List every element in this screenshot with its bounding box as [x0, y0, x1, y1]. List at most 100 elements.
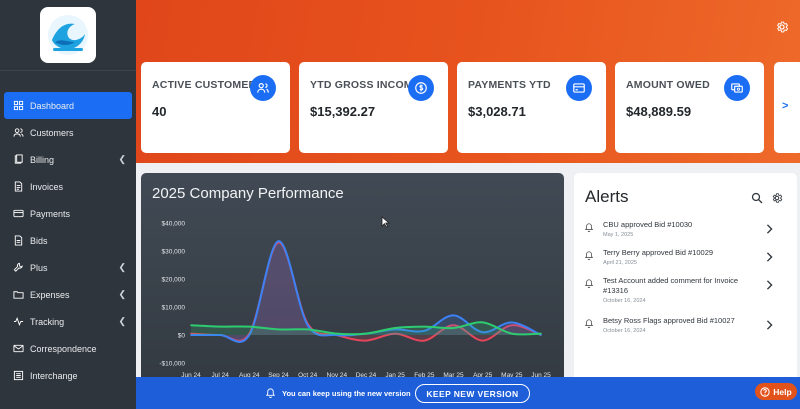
stat-card-payments-ytd[interactable]: PAYMENTS YTD $3,028.71	[457, 62, 606, 153]
x-tick-label: Jul 24	[211, 372, 229, 379]
stat-card-amount-owed[interactable]: AMOUNT OWED $48,889.59	[615, 62, 764, 153]
pulse-icon	[12, 316, 24, 328]
search-icon[interactable]	[751, 192, 763, 204]
stats-next-button[interactable]: >	[774, 62, 800, 153]
data-point	[511, 321, 513, 324]
data-point	[423, 325, 426, 328]
x-tick-label: Jun 25	[531, 372, 551, 379]
sidebar-item-label: Invoices	[30, 181, 64, 192]
alert-item[interactable]: Terry Berry approved Bid #10029 April 21,…	[584, 248, 787, 266]
sidebar-item-dashboard[interactable]: Dashboard	[4, 92, 132, 119]
alert-text: Betsy Ross Flags approved Bid #10027	[603, 316, 735, 325]
sidebar-item-label: Interchange	[30, 370, 78, 381]
credit-card-icon	[566, 75, 592, 101]
y-tick-label: $20,000	[162, 277, 186, 284]
sidebar-item-expenses[interactable]: Expenses ❮	[0, 281, 136, 308]
stat-value: $3,028.71	[468, 104, 526, 119]
bell-icon	[584, 279, 594, 289]
x-tick-label: Apr 25	[473, 372, 493, 379]
sidebar-item-label: Plus	[30, 262, 48, 273]
data-point	[306, 324, 309, 326]
data-point	[423, 339, 426, 342]
y-tick-label: $10,000	[162, 305, 186, 312]
data-point	[336, 332, 338, 335]
data-point	[190, 334, 192, 336]
logo-area	[0, 0, 136, 71]
bills-icon	[724, 75, 750, 101]
sidebar-item-invoices[interactable]: Invoices	[0, 173, 136, 200]
data-point	[423, 330, 426, 332]
keep-new-version-button[interactable]: KEEP NEW VERSION	[415, 384, 530, 403]
stat-label: AMOUNT OWED	[626, 79, 710, 91]
help-button[interactable]: Help	[755, 383, 797, 400]
gear-icon[interactable]	[771, 192, 783, 204]
data-point	[190, 324, 192, 326]
sidebar-item-correspondence[interactable]: Correspondence	[0, 335, 136, 362]
sidebar-item-label: Payments	[30, 208, 71, 219]
data-point	[219, 325, 221, 328]
x-tick-label: Oct 24	[298, 372, 318, 379]
billing-icon	[12, 154, 24, 166]
stat-label: YTD GROSS INCOME	[310, 79, 420, 91]
x-tick-label: Dec 24	[356, 372, 377, 379]
alert-item[interactable]: Test Account added comment for Invoice #…	[584, 276, 787, 304]
stat-card-ytd-gross-income[interactable]: YTD GROSS INCOME $15,392.27	[299, 62, 448, 153]
sidebar-item-interchange[interactable]: Interchange	[0, 362, 136, 389]
sidebar-item-payments[interactable]: Payments	[0, 200, 136, 227]
alert-item[interactable]: CBU approved Bid #10030 May 1, 2025	[584, 220, 787, 238]
wrench-icon	[12, 262, 24, 274]
sidebar-item-label: Customers	[30, 127, 74, 138]
stat-value: $48,889.59	[626, 104, 692, 119]
chevron-right-icon[interactable]	[766, 252, 773, 262]
sidebar-item-tracking[interactable]: Tracking ❮	[0, 308, 136, 335]
stat-value: 40	[152, 104, 167, 119]
version-notice-bar: You can keep using the new version KEEP …	[136, 377, 800, 409]
data-point	[277, 240, 280, 242]
chevron-left-icon: ❮	[118, 154, 126, 164]
y-tick-label: $30,000	[162, 249, 186, 256]
version-notice-text: You can keep using the new version	[282, 389, 411, 398]
sidebar-item-label: Billing	[30, 154, 55, 165]
chevron-right-icon[interactable]	[766, 224, 773, 234]
company-logo[interactable]	[40, 7, 96, 63]
question-circle-icon	[760, 386, 770, 397]
sidebar-item-bids[interactable]: Bids	[0, 227, 136, 254]
data-point	[452, 327, 455, 329]
performance-chart: $40,000 $30,000 $20,000 $10,000 $0 -$10,000 Ju…	[159, 221, 551, 380]
alert-item[interactable]: Betsy Ross Flags approved Bid #10027 Octo…	[584, 316, 787, 334]
alert-date: May 1, 2025	[603, 232, 634, 238]
performance-chart-panel: 2025 Company Performance $40,000 $30,000 $…	[141, 173, 564, 383]
data-point	[219, 334, 221, 336]
data-point	[452, 324, 455, 326]
sidebar-item-label: Dashboard	[30, 100, 75, 111]
sidebar-item-customers[interactable]: Customers	[0, 119, 136, 146]
x-tick-label: Feb 25	[414, 372, 435, 379]
stat-cards: ACTIVE CUSTOMERS 40 YTD GROSS INCOME $15,39…	[141, 62, 764, 153]
alert-date: April 21, 2025	[603, 260, 637, 266]
gear-icon[interactable]	[775, 20, 789, 34]
chevron-left-icon: ❮	[118, 289, 126, 299]
x-tick-label: Nov 24	[327, 372, 348, 379]
series-area-2	[191, 322, 541, 335]
data-point	[511, 332, 513, 335]
x-tick-label: Jun 24	[181, 372, 201, 379]
data-point	[306, 328, 309, 331]
chevron-right-icon[interactable]	[766, 320, 773, 330]
users-icon	[12, 127, 24, 139]
data-point	[248, 334, 251, 336]
sidebar-item-label: Expenses	[30, 289, 70, 300]
sidebar-item-label: Tracking	[30, 316, 65, 327]
bell-icon	[584, 223, 594, 233]
chart-title: 2025 Company Performance	[152, 185, 344, 202]
sidebar-item-plus[interactable]: Plus ❮	[0, 254, 136, 281]
alert-text: Terry Berry approved Bid #10029	[603, 248, 714, 257]
sidebar-nav: Dashboard Customers Billing ❮ Invoices Paymen…	[0, 71, 136, 389]
series-area-1	[191, 241, 541, 342]
chevron-right-icon[interactable]	[766, 280, 773, 290]
invoice-icon	[12, 181, 24, 193]
stat-card-active-customers[interactable]: ACTIVE CUSTOMERS 40	[141, 62, 290, 153]
sidebar-item-billing[interactable]: Billing ❮	[0, 146, 136, 173]
data-point	[481, 331, 484, 333]
sidebar: Dashboard Customers Billing ❮ Invoices Paymen…	[0, 0, 136, 409]
y-tick-label: $40,000	[162, 221, 186, 228]
